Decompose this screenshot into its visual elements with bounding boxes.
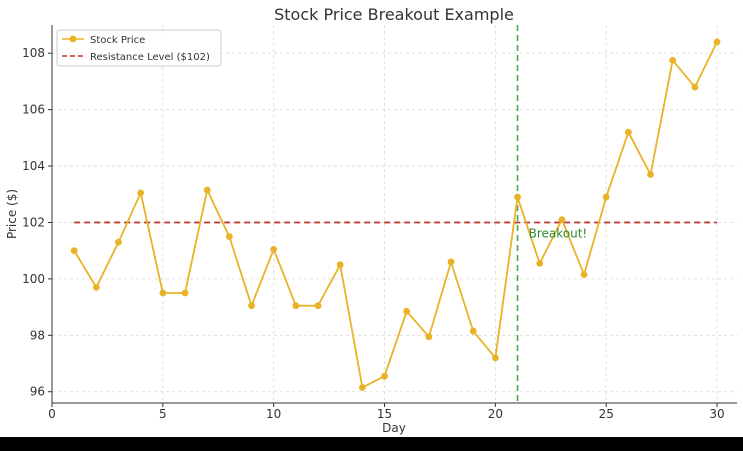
y-tick-label: 108 [22,46,45,60]
y-axis-label: Price ($) [5,189,19,239]
stock-price-point [558,216,566,224]
legend-box [56,29,222,67]
stock-price-point [602,193,610,201]
stock-price-point [70,247,78,255]
bottom-bar [0,437,743,451]
stock-price-point [691,83,699,91]
legend-stock-price-label: Stock Price [90,35,145,46]
stock-price-point [248,302,255,310]
stock-price-point [514,193,521,201]
chart-title: Stock Price Breakout Example [274,5,514,24]
stock-price-point [491,354,499,362]
y-tick-label: 102 [22,215,45,229]
series [70,38,721,391]
x-tick-label: 0 [48,407,56,421]
y-tick-label: 100 [22,272,45,286]
stock-price-point [403,307,411,315]
stock-price-point [469,327,477,335]
stock-price-point [669,56,677,64]
stock-price-point [225,233,233,240]
x-tick-label: 15 [377,407,392,421]
stock-price-point [447,258,455,266]
x-axis-label: Day [382,421,406,435]
stock-price-point [137,189,145,197]
legend: Stock Price Resistance Level ($102) [56,29,222,67]
y-tick-label: 106 [22,103,45,117]
stock-price-point [358,384,366,391]
y-tick-label: 98 [30,328,45,342]
legend-resistance-label: Resistance Level ($102) [90,52,210,63]
stock-price-point [159,289,167,297]
x-tick-label: 30 [709,407,724,421]
stock-price-point [203,186,211,194]
tick-labels: 0 5 10 15 20 25 30 96 98 100 102 104 106 108 [22,46,725,421]
stock-price-point [536,259,544,267]
stock-price-point [425,333,433,341]
breakout-annotation: Breakout! [529,227,588,241]
stock-price-point [336,261,344,269]
stock-price-point [270,245,278,253]
x-tick-label: 5 [159,407,167,421]
stock-price-line [73,41,718,389]
stock-price-point [92,283,100,291]
reference-lines [74,25,718,403]
stock-price-point [647,171,654,178]
y-tick-label: 96 [30,385,45,399]
annotations: Breakout! [529,227,588,241]
x-tick-label: 25 [599,407,614,421]
x-tick-label: 10 [266,407,281,421]
stock-price-point [580,271,588,279]
stock-price-point [314,302,322,310]
x-tick-label: 20 [488,407,503,421]
stock-price-point [624,128,632,136]
axes [51,25,737,404]
y-tick-label: 104 [22,159,45,173]
legend-stock-price-marker [69,35,77,43]
stock-price-point [181,289,189,297]
stock-price-point [713,38,721,46]
stock-price-point [381,372,388,380]
stock-price-point [292,302,300,310]
stock-price-point [115,238,122,246]
